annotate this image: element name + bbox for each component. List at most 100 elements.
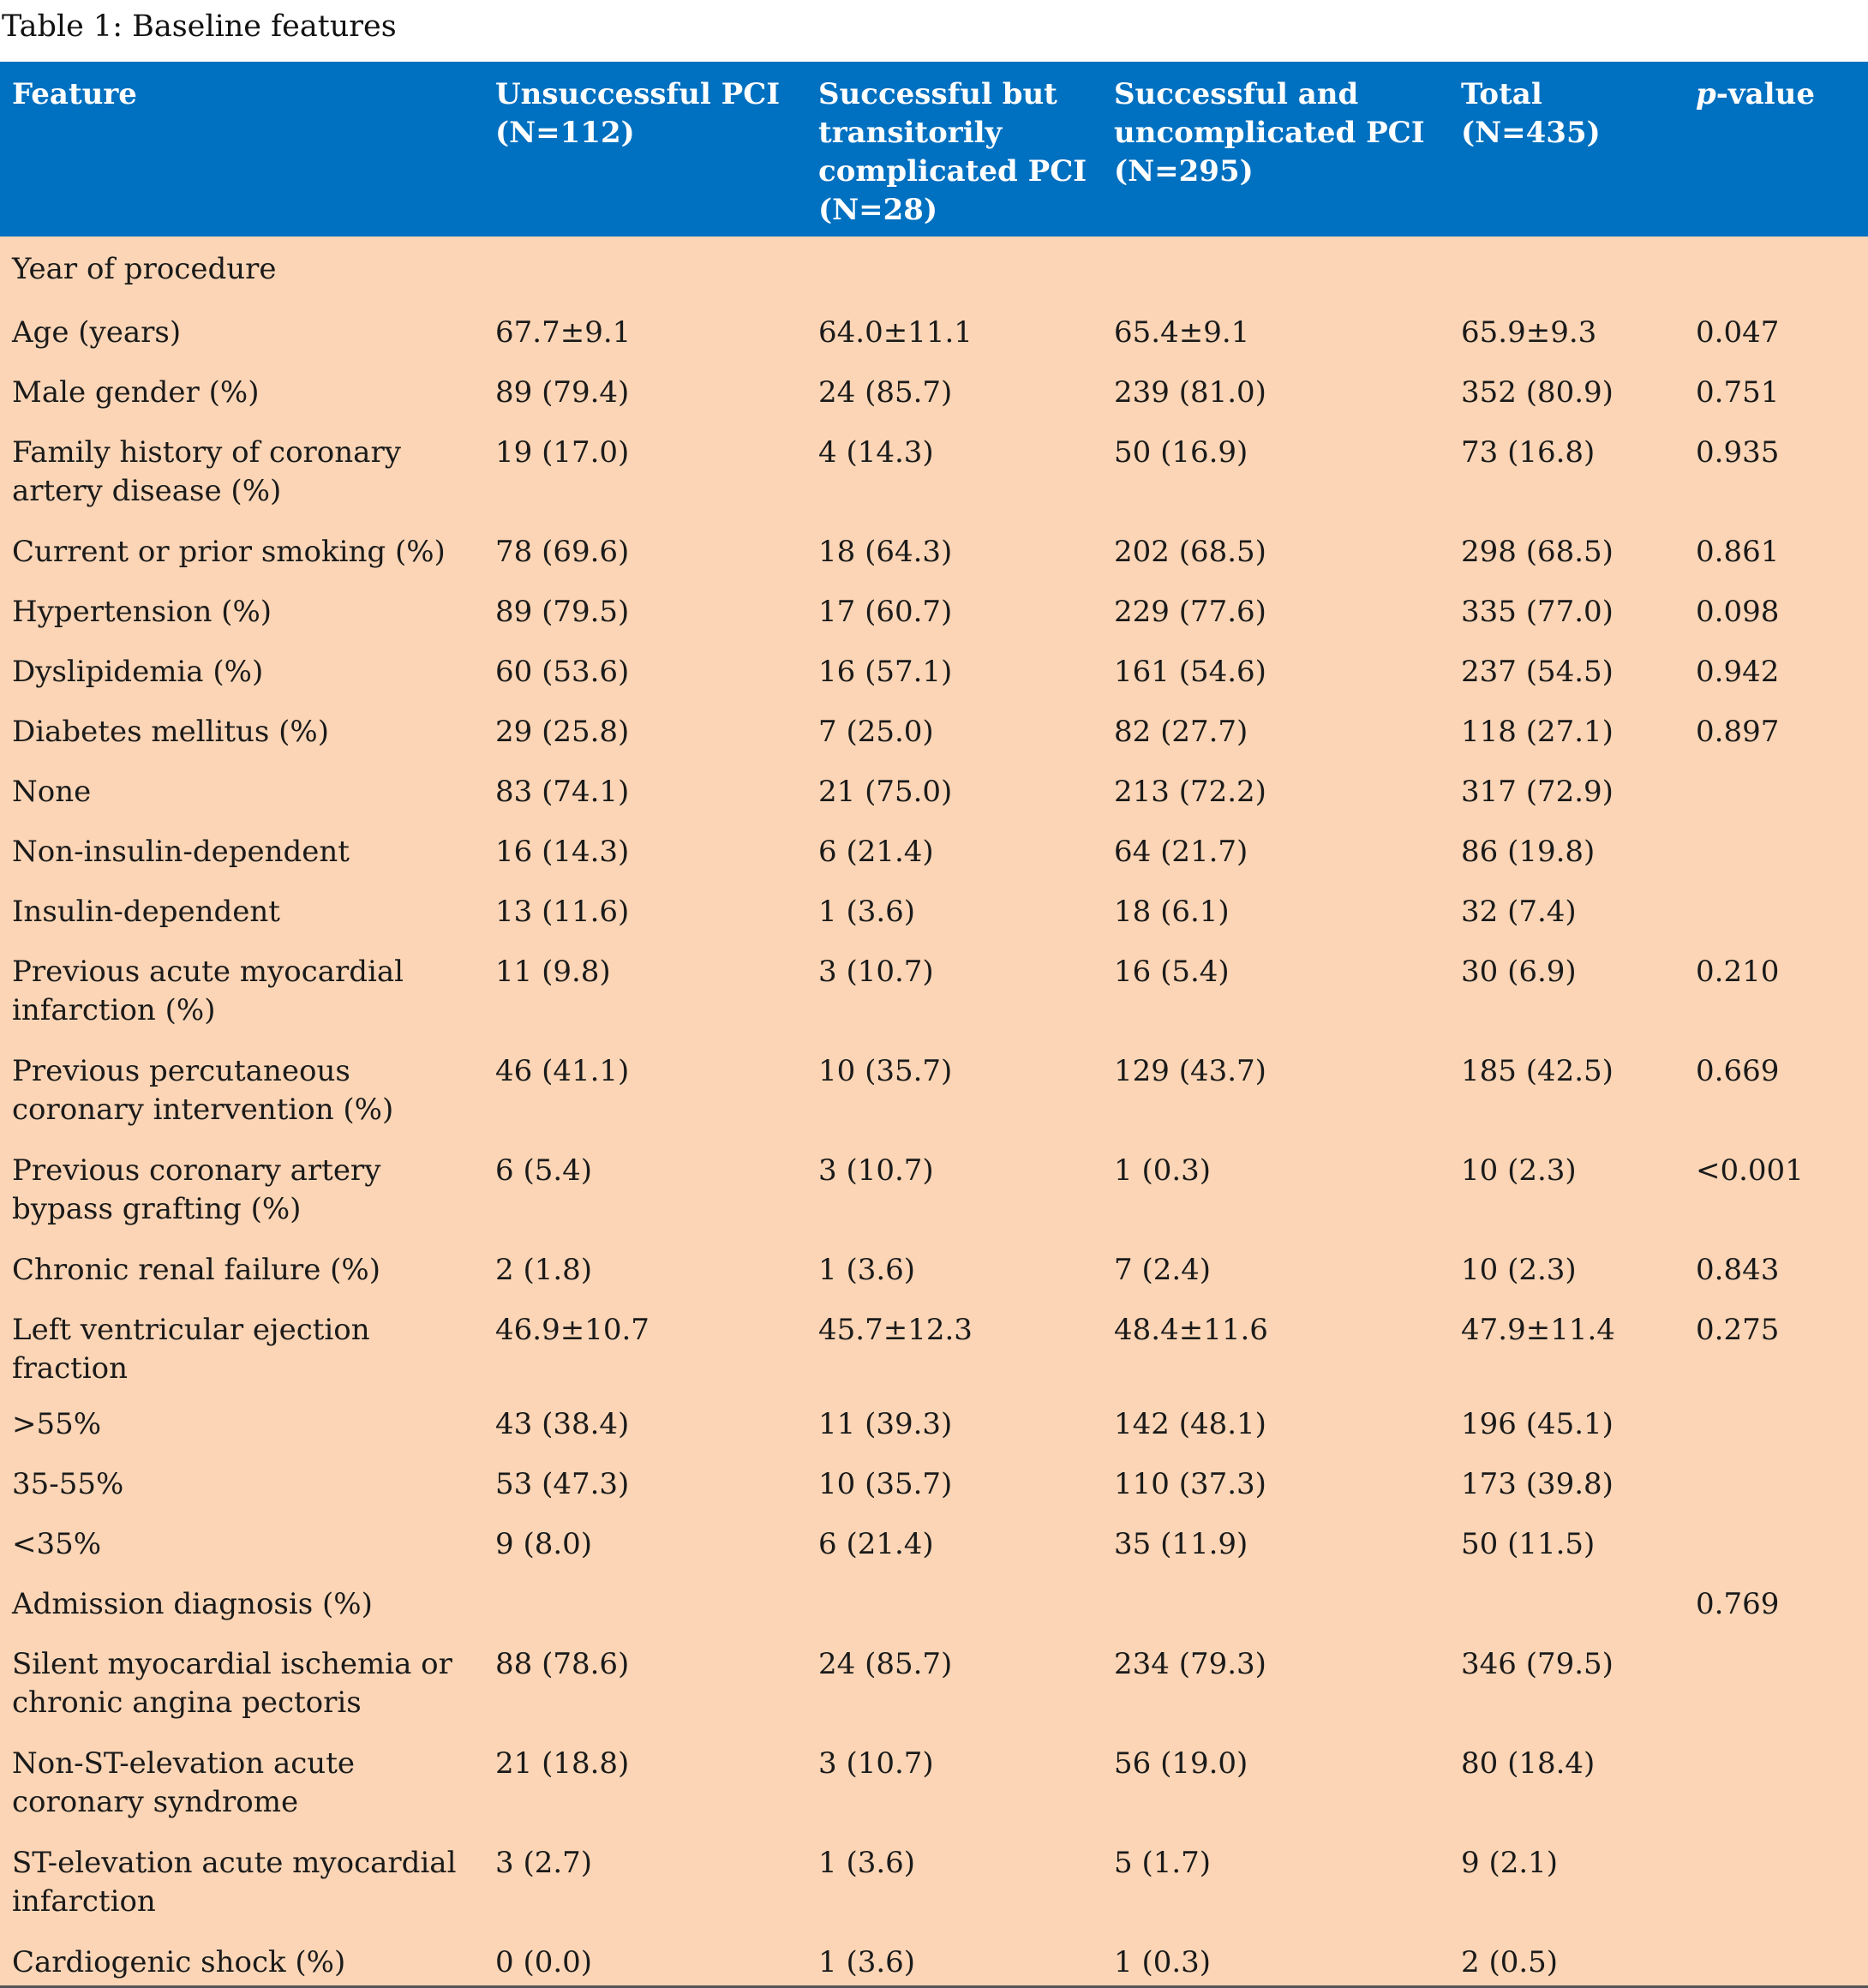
p-value-cell: <0.001 (1696, 1153, 1804, 1188)
unsuccessful-cell: 0 (0.0) (495, 1945, 593, 1979)
table-row: Admission diagnosis (%) 0.769 (0, 1568, 1868, 1628)
unsuccessful-cell: 46 (41.1) (495, 1054, 630, 1088)
p-value-cell (1684, 1827, 1868, 1926)
uncomplicated-cell: 7 (2.4) (1114, 1253, 1212, 1287)
baseline-features-table: Feature Unsuccessful PCI (N=112) Success… (0, 62, 1868, 1988)
table-row: Previous coronary artery bypass grafting… (0, 1135, 1868, 1234)
total-cell: 50 (11.5) (1461, 1527, 1596, 1561)
complicated-cell: 1 (3.6) (818, 1253, 916, 1287)
uncomplicated-cell: 161 (54.6) (1114, 655, 1266, 689)
complicated-cell (806, 237, 1102, 296)
unsuccessful-cell: 2 (1.8) (495, 1253, 593, 1287)
table-row: Previous percutaneous coronary intervent… (0, 1035, 1868, 1135)
table-row: Left ventricular ejection fraction 46.9±… (0, 1294, 1868, 1388)
uncomplicated-cell (1102, 1568, 1449, 1628)
uncomplicated-cell: 142 (48.1) (1114, 1407, 1266, 1441)
table-row: Year of procedure (0, 237, 1868, 296)
unsuccessful-cell: 60 (53.6) (495, 655, 630, 689)
complicated-cell: 3 (10.7) (818, 1746, 934, 1781)
uncomplicated-cell: 129 (43.7) (1114, 1054, 1266, 1088)
unsuccessful-cell: 89 (79.5) (495, 595, 630, 629)
table-row: Dyslipidemia (%) 60 (53.6) 16 (57.1) 161… (0, 636, 1868, 696)
total-cell: 47.9±11.4 (1461, 1313, 1615, 1347)
unsuccessful-cell: 83 (74.1) (495, 775, 630, 809)
feature-cell: Chronic renal failure (%) (12, 1253, 380, 1287)
complicated-cell: 16 (57.1) (818, 655, 953, 689)
uncomplicated-cell: 1 (0.3) (1114, 1153, 1212, 1188)
p-value-cell (1684, 876, 1868, 936)
table-caption: Table 1: Baseline features (2, 9, 397, 44)
unsuccessful-cell: 13 (11.6) (495, 895, 630, 929)
complicated-cell: 6 (21.4) (818, 835, 934, 869)
p-value-cell: 0.897 (1696, 715, 1780, 749)
p-value-cell (1684, 1388, 1868, 1448)
table-row: Insulin-dependent 13 (11.6) 1 (3.6) 18 (… (0, 876, 1868, 936)
uncomplicated-cell: 65.4±9.1 (1114, 315, 1250, 350)
feature-cell: ST-elevation acute myocardial infarction (12, 1846, 457, 1919)
unsuccessful-cell: 6 (5.4) (495, 1153, 593, 1188)
p-value-cell: 0.210 (1696, 955, 1780, 989)
uncomplicated-cell (1102, 237, 1449, 296)
feature-cell: Previous percutaneous coronary intervent… (12, 1054, 394, 1127)
unsuccessful-cell (483, 1568, 806, 1628)
table-row: Hypertension (%) 89 (79.5) 17 (60.7) 229… (0, 576, 1868, 636)
complicated-cell: 17 (60.7) (818, 595, 953, 629)
feature-cell: Silent myocardial ischemia or chronic an… (12, 1647, 452, 1720)
feature-cell: Previous coronary artery bypass grafting… (12, 1153, 381, 1226)
uncomplicated-cell: 1 (0.3) (1114, 1945, 1212, 1979)
feature-cell: None (12, 775, 92, 809)
feature-cell: Insulin-dependent (12, 895, 280, 929)
complicated-cell: 24 (85.7) (818, 375, 953, 410)
complicated-cell: 21 (75.0) (818, 775, 953, 809)
complicated-cell: 4 (14.3) (818, 435, 934, 470)
total-cell (1449, 1568, 1684, 1628)
feature-cell: Previous acute myocardial infarction (%) (12, 955, 404, 1027)
total-cell: 9 (2.1) (1461, 1846, 1559, 1880)
p-value-cell: 0.047 (1696, 315, 1780, 350)
complicated-cell: 1 (3.6) (818, 1945, 916, 1979)
uncomplicated-cell: 202 (68.5) (1114, 535, 1266, 569)
header-p-value-rest: -value (1715, 77, 1815, 111)
complicated-cell: 3 (10.7) (818, 1153, 934, 1188)
feature-cell: Male gender (%) (12, 375, 260, 410)
uncomplicated-cell: 50 (16.9) (1114, 435, 1248, 470)
p-value-cell: 0.275 (1696, 1313, 1780, 1347)
p-value-cell (1684, 1448, 1868, 1508)
table-row: Cardiogenic shock (%) 0 (0.0) 1 (3.6) 1 … (0, 1926, 1868, 1986)
uncomplicated-cell: 64 (21.7) (1114, 835, 1248, 869)
total-cell: 317 (72.9) (1461, 775, 1614, 809)
complicated-cell: 45.7±12.3 (818, 1313, 973, 1347)
p-value-cell: 0.769 (1696, 1587, 1780, 1621)
feature-cell: <35% (12, 1527, 102, 1561)
table-body: Year of procedure Age (years) 67.7±9.1 6… (0, 237, 1868, 1986)
table-row: Diabetes mellitus (%) 29 (25.8) 7 (25.0)… (0, 696, 1868, 756)
complicated-cell: 10 (35.7) (818, 1467, 953, 1501)
total-cell: 32 (7.4) (1461, 895, 1577, 929)
complicated-cell: 24 (85.7) (818, 1647, 953, 1681)
total-cell: 298 (68.5) (1461, 535, 1614, 569)
uncomplicated-cell: 35 (11.9) (1114, 1527, 1248, 1561)
complicated-cell: 7 (25.0) (818, 715, 934, 749)
total-cell: 237 (54.5) (1461, 655, 1614, 689)
uncomplicated-cell: 82 (27.7) (1114, 715, 1248, 749)
p-value-cell (1684, 237, 1868, 296)
p-value-cell: 0.843 (1696, 1253, 1780, 1287)
table-row: Non-ST-elevation acute coronary syndrome… (0, 1728, 1868, 1827)
feature-cell: Dyslipidemia (%) (12, 655, 264, 689)
p-value-cell: 0.669 (1696, 1054, 1780, 1088)
p-value-cell (1684, 1926, 1868, 1986)
table-row: None 83 (74.1) 21 (75.0) 213 (72.2) 317 … (0, 756, 1868, 816)
complicated-cell (806, 1568, 1102, 1628)
table-row: Previous acute myocardial infarction (%)… (0, 936, 1868, 1035)
table-row: Non-insulin-dependent 16 (14.3) 6 (21.4)… (0, 816, 1868, 876)
uncomplicated-cell: 5 (1.7) (1114, 1846, 1212, 1880)
total-cell: 346 (79.5) (1461, 1647, 1614, 1681)
table-row: Age (years) 67.7±9.1 64.0±11.1 65.4±9.1 … (0, 296, 1868, 356)
unsuccessful-cell: 11 (9.8) (495, 955, 611, 989)
unsuccessful-cell: 53 (47.3) (495, 1467, 630, 1501)
complicated-cell: 6 (21.4) (818, 1527, 934, 1561)
total-cell: 30 (6.9) (1461, 955, 1577, 989)
uncomplicated-cell: 18 (6.1) (1114, 895, 1230, 929)
header-total: Total (N=435) (1461, 77, 1601, 150)
feature-cell: Admission diagnosis (%) (12, 1587, 373, 1621)
